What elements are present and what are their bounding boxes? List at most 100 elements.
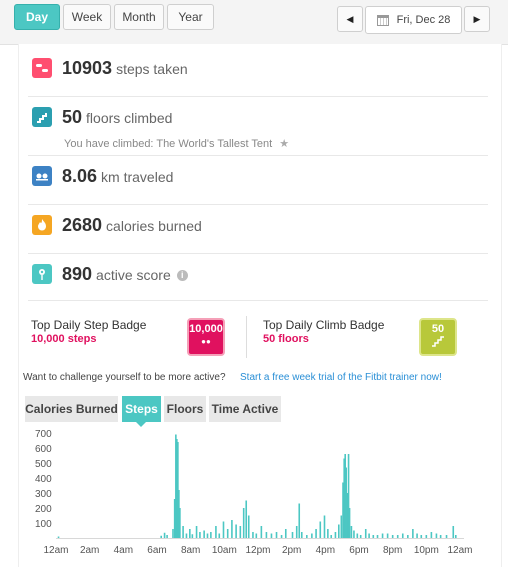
tab-time-active[interactable]: Time Active xyxy=(209,396,281,422)
steps-bar xyxy=(218,533,221,538)
period-day-button[interactable]: Day xyxy=(14,4,60,30)
steps-bar xyxy=(284,529,287,538)
prev-day-button[interactable]: ◀ xyxy=(337,6,363,32)
steps-bar xyxy=(425,535,428,538)
date-picker[interactable]: Fri, Dec 28 xyxy=(365,6,462,34)
climb-badge-text: 50 xyxy=(431,323,445,335)
steps-bar xyxy=(311,533,313,538)
climb-badge-value: 50 floors xyxy=(263,333,309,345)
period-month-button[interactable]: Month xyxy=(114,4,164,30)
steps-bar xyxy=(323,515,326,538)
period-week-button[interactable]: Week xyxy=(63,4,111,30)
steps-bar xyxy=(235,524,237,538)
steps-bar xyxy=(206,533,209,538)
steps-bar xyxy=(199,532,201,538)
steps-bar xyxy=(347,454,350,538)
active-score-unit: active score xyxy=(96,267,171,283)
active-tab-caret xyxy=(136,422,146,427)
steps-bar xyxy=(178,490,180,538)
steps-unit: steps taken xyxy=(116,61,188,77)
steps-bar xyxy=(346,493,349,538)
tab-steps[interactable]: Steps xyxy=(122,396,161,422)
steps-bar xyxy=(231,520,233,538)
steps-bar xyxy=(454,535,457,538)
steps-bar xyxy=(226,529,229,538)
floors-unit: floors climbed xyxy=(86,110,173,126)
steps-bar xyxy=(445,535,448,538)
next-day-button[interactable]: ▶ xyxy=(464,6,490,32)
active-score-row: 890 active score i xyxy=(28,254,488,301)
steps-bar xyxy=(386,533,389,538)
floors-achievement-text: You have climbed: The World's Tallest Te… xyxy=(64,138,273,150)
steps-bar xyxy=(255,533,258,538)
steps-bars xyxy=(57,434,457,538)
x-tick-label: 12am xyxy=(43,545,68,556)
steps-bar xyxy=(203,530,205,538)
calories-value: 2680 xyxy=(62,215,103,235)
steps-bar xyxy=(177,442,179,538)
steps-bar xyxy=(327,529,329,538)
steps-bar xyxy=(338,524,340,538)
steps-bar xyxy=(191,534,194,538)
x-tick-label: 2pm xyxy=(282,545,301,556)
steps-bar xyxy=(340,515,343,538)
step-badge-image[interactable]: 10,000 ●● xyxy=(187,318,225,356)
steps-bar xyxy=(420,535,423,538)
step-badge-title: Top Daily Step Badge xyxy=(31,318,147,332)
x-tick-label: 4am xyxy=(114,545,133,556)
calories-unit: calories burned xyxy=(106,218,202,234)
steps-bar xyxy=(179,508,181,538)
steps-bar xyxy=(280,535,283,538)
date-label: Fri, Dec 28 xyxy=(396,14,451,26)
steps-bar xyxy=(359,535,362,538)
steps-row: 10903 steps taken xyxy=(28,48,488,97)
top-bar: Day Week Month Year ◀ Fri, Dec 28 ▶ xyxy=(0,0,508,45)
steps-bar xyxy=(57,536,60,538)
steps-bar xyxy=(176,439,178,538)
steps-bar xyxy=(407,535,409,538)
steps-bar xyxy=(163,532,166,538)
steps-bar xyxy=(260,526,263,538)
activity-panel xyxy=(18,44,502,567)
steps-bar xyxy=(376,535,379,538)
star-icon: ★ xyxy=(279,138,290,150)
steps-bar xyxy=(381,533,384,538)
steps-stat: 10903 steps taken xyxy=(62,58,188,79)
period-year-button[interactable]: Year xyxy=(167,4,214,30)
climb-badge-image[interactable]: 50 xyxy=(419,318,457,356)
steps-bar xyxy=(342,482,344,538)
info-icon[interactable]: i xyxy=(176,269,188,281)
climb-badge-title: Top Daily Climb Badge xyxy=(263,318,385,332)
steps-bar xyxy=(175,434,177,538)
trainer-trial-link[interactable]: Start a free week trial of the Fitbit tr… xyxy=(240,372,442,383)
stairs-icon xyxy=(432,336,444,347)
calories-stat: 2680 calories burned xyxy=(62,215,202,236)
steps-bar xyxy=(298,503,301,538)
steps-bar xyxy=(356,533,359,538)
x-axis-ticks: 12am 2am 4am 6am 8am 10am 12pm 2pm 4pm 6pm 8pm 10pm… xyxy=(43,545,472,556)
steps-bar xyxy=(275,532,278,538)
tab-calories-burned[interactable]: Calories Burned xyxy=(25,396,118,422)
steps-bar xyxy=(435,533,438,538)
y-tick-label: 500 xyxy=(35,459,52,470)
steps-bar xyxy=(401,533,404,538)
flower-icon xyxy=(32,264,52,284)
footprints-icon: ●● xyxy=(201,337,211,346)
steps-bar xyxy=(416,533,418,538)
steps-bar xyxy=(344,454,346,538)
x-tick-label: 8pm xyxy=(383,545,402,556)
steps-bar xyxy=(291,532,294,538)
steps-bar xyxy=(364,529,367,538)
steps-bar xyxy=(452,526,455,538)
steps-bar xyxy=(334,532,337,538)
y-tick-label: 700 xyxy=(35,429,52,440)
steps-bar xyxy=(330,535,333,538)
distance-row: 8.06 km traveled xyxy=(28,156,488,205)
steps-bar xyxy=(295,526,298,538)
steps-chart: 100 200 300 400 500 600 700 12am 2am 4am 6am 8am 10… xyxy=(35,429,473,556)
tab-floors[interactable]: Floors xyxy=(164,396,206,422)
x-tick-label: 4pm xyxy=(316,545,335,556)
steps-bar xyxy=(189,529,191,538)
steps-bar xyxy=(430,532,433,538)
steps-bar xyxy=(239,526,242,538)
